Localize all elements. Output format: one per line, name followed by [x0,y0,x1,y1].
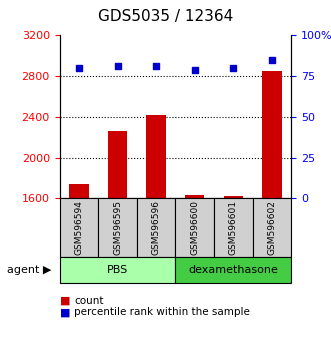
Bar [262,71,282,198]
Point [192,67,197,73]
Text: GSM596596: GSM596596 [152,200,161,255]
Bar [224,196,243,198]
Point [76,65,81,71]
Text: GDS5035 / 12364: GDS5035 / 12364 [98,9,233,24]
Text: ■: ■ [60,307,70,317]
Text: GSM596595: GSM596595 [113,200,122,255]
Text: percentile rank within the sample: percentile rank within the sample [74,307,250,317]
Text: agent ▶: agent ▶ [7,265,51,275]
Bar [185,195,204,198]
Text: dexamethasone: dexamethasone [188,265,278,275]
Text: PBS: PBS [107,265,128,275]
Text: GSM596594: GSM596594 [74,200,83,255]
Bar [108,131,127,198]
Point [231,65,236,71]
Bar [69,184,88,198]
Point [154,63,159,69]
Bar [146,115,166,198]
Text: GSM596602: GSM596602 [267,200,276,255]
Point [115,63,120,69]
Text: count: count [74,296,104,306]
Text: ■: ■ [60,296,70,306]
Text: GSM596601: GSM596601 [229,200,238,255]
Text: GSM596600: GSM596600 [190,200,199,255]
Point [269,57,275,63]
